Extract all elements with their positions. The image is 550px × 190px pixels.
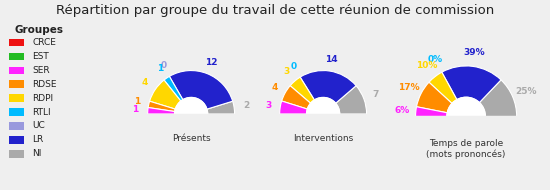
Text: NI: NI: [32, 149, 42, 158]
Text: 6%: 6%: [394, 106, 409, 115]
FancyBboxPatch shape: [9, 80, 24, 88]
Text: Temps de parole
(mots prononcés): Temps de parole (mots prononcés): [426, 139, 506, 159]
Text: RTLI: RTLI: [32, 108, 51, 116]
Circle shape: [447, 97, 485, 136]
Text: 25%: 25%: [515, 86, 536, 96]
FancyBboxPatch shape: [9, 94, 24, 102]
Wedge shape: [290, 77, 315, 103]
Text: Groupes: Groupes: [15, 25, 64, 35]
Text: 4: 4: [142, 78, 148, 87]
FancyBboxPatch shape: [9, 39, 24, 46]
Text: 1: 1: [133, 105, 139, 114]
FancyBboxPatch shape: [9, 108, 24, 116]
Text: 0: 0: [160, 61, 166, 70]
Wedge shape: [164, 76, 183, 101]
Wedge shape: [148, 101, 175, 112]
Text: Répartition par groupe du travail de cette réunion de commission: Répartition par groupe du travail de cet…: [56, 4, 494, 17]
Wedge shape: [442, 66, 501, 103]
Text: LR: LR: [32, 135, 43, 144]
FancyBboxPatch shape: [9, 53, 24, 60]
Text: 1: 1: [157, 63, 163, 73]
Text: RDSE: RDSE: [32, 80, 57, 89]
Text: 2: 2: [243, 101, 249, 110]
Bar: [124, 114, 258, 142]
FancyBboxPatch shape: [9, 122, 24, 130]
Circle shape: [174, 97, 208, 131]
FancyBboxPatch shape: [9, 66, 24, 74]
Wedge shape: [480, 80, 516, 116]
Text: Interventions: Interventions: [293, 134, 353, 142]
Text: 12: 12: [205, 58, 218, 67]
Wedge shape: [416, 107, 447, 116]
Text: 3: 3: [265, 101, 271, 110]
Wedge shape: [429, 72, 457, 104]
Bar: [256, 114, 390, 142]
Text: SER: SER: [32, 66, 50, 75]
Wedge shape: [336, 86, 367, 114]
Text: UC: UC: [32, 121, 45, 130]
FancyBboxPatch shape: [9, 136, 24, 144]
Wedge shape: [416, 82, 452, 113]
Wedge shape: [207, 101, 235, 114]
Text: RDPI: RDPI: [32, 94, 53, 103]
Circle shape: [306, 97, 340, 131]
Wedge shape: [147, 108, 175, 114]
Text: 0: 0: [290, 62, 297, 71]
Text: 39%: 39%: [464, 48, 485, 57]
Wedge shape: [300, 70, 356, 103]
Text: 1: 1: [134, 97, 140, 106]
Text: 0%: 0%: [427, 55, 443, 64]
Text: CRCE: CRCE: [32, 38, 56, 47]
Text: 14: 14: [325, 55, 338, 63]
Bar: [388, 116, 544, 149]
Text: 3: 3: [284, 67, 290, 76]
Wedge shape: [282, 86, 311, 109]
Text: Présents: Présents: [172, 134, 211, 142]
Text: 7: 7: [372, 90, 378, 99]
Text: 10%: 10%: [416, 61, 437, 70]
FancyBboxPatch shape: [9, 150, 24, 158]
Text: EST: EST: [32, 52, 49, 61]
Wedge shape: [169, 70, 233, 109]
Wedge shape: [150, 80, 181, 109]
Text: 4: 4: [271, 82, 278, 92]
Wedge shape: [279, 101, 307, 114]
Text: 17%: 17%: [398, 83, 419, 92]
